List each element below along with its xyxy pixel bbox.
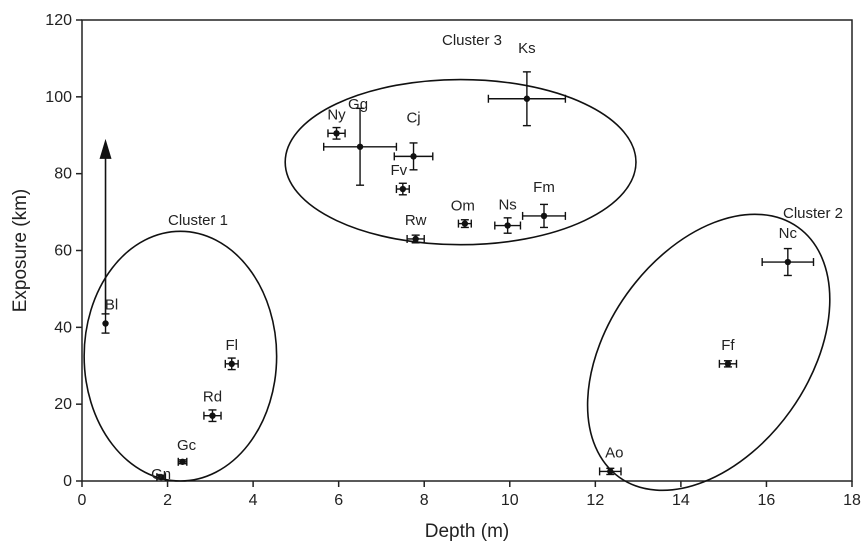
point-marker bbox=[102, 320, 109, 327]
point-label: Nc bbox=[779, 225, 798, 242]
point-marker bbox=[504, 222, 511, 229]
data-point: Bl bbox=[101, 296, 118, 334]
cluster-label: Cluster 3 bbox=[442, 32, 502, 49]
point-label: Gg bbox=[348, 96, 368, 113]
point-marker bbox=[607, 468, 614, 475]
y-tick-label: 0 bbox=[63, 473, 72, 490]
data-point: Fm bbox=[521, 179, 567, 229]
point-label: Gn bbox=[151, 466, 171, 483]
cluster-label: Cluster 1 bbox=[168, 212, 228, 229]
point-marker bbox=[412, 235, 419, 243]
point-marker bbox=[399, 185, 407, 193]
point-label: Fm bbox=[533, 179, 555, 196]
point-label: Ff bbox=[721, 337, 735, 354]
annotation-arrows bbox=[99, 138, 112, 314]
data-point: Ao bbox=[598, 444, 623, 476]
cluster-ellipse bbox=[83, 230, 278, 482]
x-axis-title: Depth (m) bbox=[425, 521, 509, 542]
y-tick-label: 100 bbox=[45, 89, 72, 106]
y-tick-label: 40 bbox=[54, 319, 72, 336]
y-tick-label: 80 bbox=[54, 166, 72, 183]
point-marker bbox=[333, 130, 340, 137]
data-point: Ns bbox=[494, 197, 522, 234]
point-label: Ns bbox=[498, 197, 516, 214]
x-tick-label: 16 bbox=[758, 492, 776, 509]
point-label: Gc bbox=[177, 437, 197, 454]
cluster-ellipses: Cluster 1 Cluster 2 Cluster 3 bbox=[83, 32, 843, 492]
x-tick-label: 18 bbox=[843, 492, 861, 509]
x-tick-label: 2 bbox=[163, 492, 172, 509]
point-marker bbox=[209, 412, 216, 419]
data-point: Cj bbox=[393, 109, 434, 171]
point-label: Ao bbox=[605, 444, 623, 461]
y-axis-title: Exposure (km) bbox=[10, 189, 31, 313]
data-point: Fl bbox=[224, 337, 239, 371]
x-tick-label: 0 bbox=[78, 492, 87, 509]
data-point: Om bbox=[451, 198, 475, 229]
cluster-ellipse bbox=[284, 78, 637, 246]
point-label: Ny bbox=[327, 106, 346, 123]
y-tick-label: 20 bbox=[54, 396, 72, 413]
point-marker bbox=[540, 212, 548, 220]
x-tick-label: 4 bbox=[249, 492, 258, 509]
cluster-label: Cluster 2 bbox=[783, 205, 843, 222]
point-marker bbox=[228, 360, 235, 368]
point-label: Bl bbox=[105, 296, 118, 313]
cluster-ellipse bbox=[586, 213, 831, 492]
point-label: Ks bbox=[518, 40, 536, 57]
point-marker bbox=[356, 143, 364, 150]
point-label: Cj bbox=[406, 109, 420, 126]
x-tick-label: 12 bbox=[586, 492, 604, 509]
data-point: Ks bbox=[487, 40, 567, 127]
data-point: Ny bbox=[327, 106, 346, 140]
x-tick-label: 6 bbox=[334, 492, 343, 509]
point-marker bbox=[523, 95, 531, 102]
data-point: Gc bbox=[177, 437, 197, 466]
y-tick-label: 60 bbox=[54, 243, 72, 260]
point-label: Om bbox=[451, 198, 475, 215]
point-label: Fv bbox=[390, 162, 407, 179]
y-tick-label: 120 bbox=[45, 12, 72, 29]
point-label: Fl bbox=[225, 337, 238, 354]
point-marker bbox=[410, 153, 417, 160]
x-tick-label: 10 bbox=[501, 492, 519, 509]
data-point: Rd bbox=[203, 389, 222, 423]
data-point: Nc bbox=[761, 225, 815, 277]
x-tick-label: 14 bbox=[672, 492, 690, 509]
data-point: Gn bbox=[151, 466, 171, 483]
arrow-head bbox=[99, 138, 112, 159]
point-marker bbox=[784, 258, 792, 266]
x-tick-label: 8 bbox=[420, 492, 429, 509]
point-marker bbox=[179, 458, 186, 465]
data-point: Fv bbox=[390, 162, 410, 196]
point-marker bbox=[461, 220, 469, 227]
data-point: Ff bbox=[718, 337, 738, 368]
point-label: Rd bbox=[203, 389, 222, 406]
plot-frame bbox=[81, 19, 853, 482]
point-label: Rw bbox=[405, 212, 427, 229]
data-point: Gg bbox=[322, 96, 398, 186]
point-marker bbox=[724, 360, 732, 368]
data-point: Rw bbox=[405, 212, 427, 244]
axes: 0 2 4 6 8 10 12 14 16 18 0 20 40 60 80 100 120 bbox=[45, 12, 861, 509]
point-marker bbox=[157, 473, 165, 481]
